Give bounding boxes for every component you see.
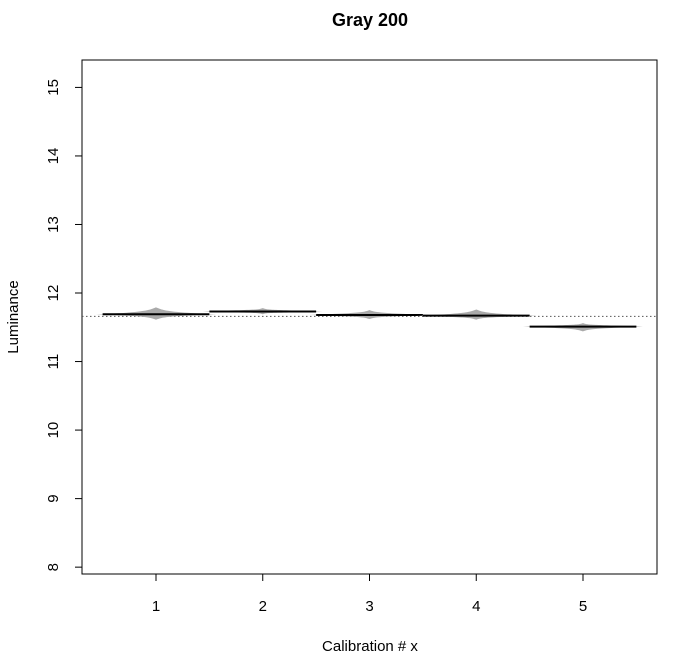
chart-title: Gray 200: [332, 10, 408, 30]
x-tick-label: 1: [152, 598, 160, 615]
y-tick-label: 12: [45, 285, 62, 302]
y-axis-label: Luminance: [5, 280, 22, 353]
x-tick-label: 4: [472, 598, 480, 615]
y-tick-label: 13: [45, 216, 62, 233]
y-axis: 8 9 10 11 12 13 14 15: [45, 79, 82, 571]
x-tick-label: 3: [365, 598, 373, 615]
violins: [96, 307, 643, 332]
y-tick-label: 14: [45, 148, 62, 165]
x-tick-label: 5: [579, 598, 587, 615]
y-tick-label: 10: [45, 422, 62, 439]
y-tick-label: 8: [45, 563, 62, 571]
y-tick-label: 15: [45, 79, 62, 96]
y-tick-label: 9: [45, 494, 62, 502]
x-axis-label: Calibration # x: [322, 638, 418, 655]
y-tick-label: 11: [45, 354, 62, 370]
x-tick-label: 2: [259, 598, 267, 615]
violin-4: [416, 309, 537, 320]
x-axis: 1 2 3 4 5: [152, 574, 587, 615]
